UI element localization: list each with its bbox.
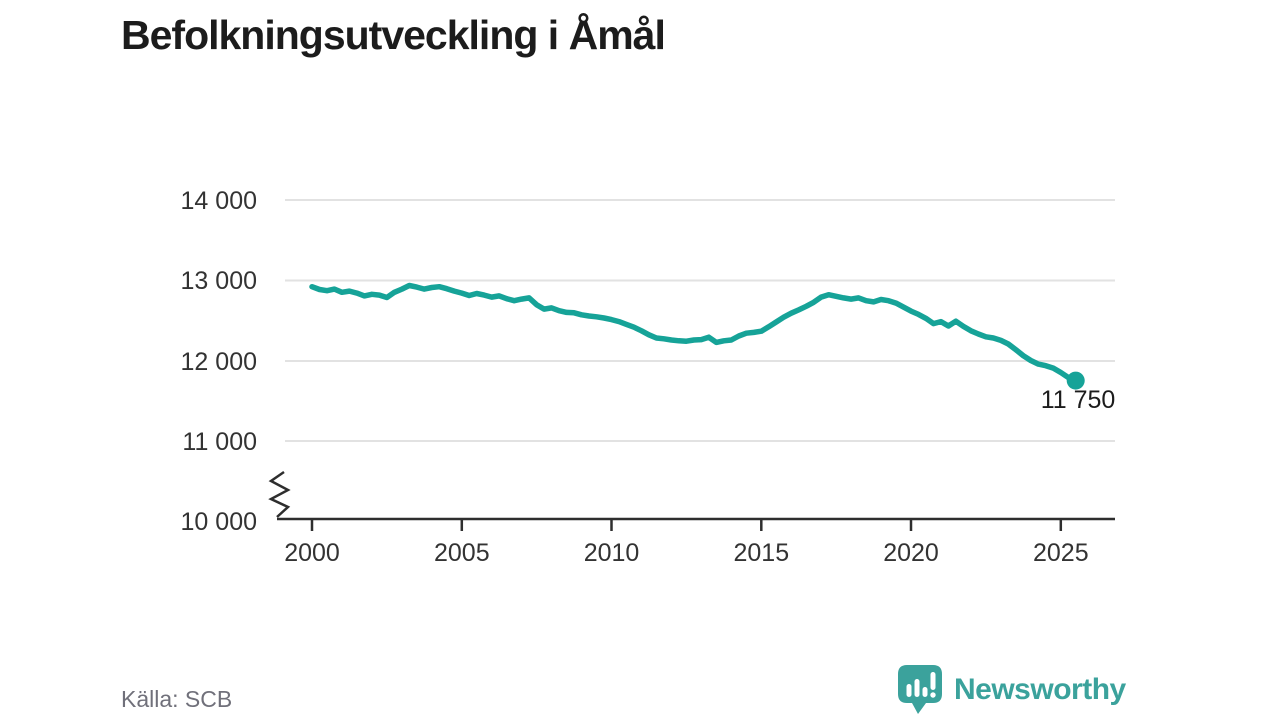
- population-line: [309, 282, 1079, 384]
- y-tick-label: 14 000: [181, 187, 257, 215]
- axis-break-icon: [268, 470, 291, 518]
- newsworthy-logo-text: Newsworthy: [954, 672, 1126, 706]
- x-axis-ticks: [310, 519, 1063, 531]
- bar-chart-speech-bubble-icon: [898, 665, 942, 714]
- y-axis-labels: 14 000 13 000 12 000 11 000 10 000: [181, 187, 257, 536]
- y-tick-label: 11 000: [182, 428, 257, 456]
- y-tick-label: 13 000: [181, 267, 257, 295]
- y-tick-label: 10 000: [181, 508, 257, 536]
- speech-bubble-shape: [898, 665, 942, 714]
- newsworthy-logo: Newsworthy: [896, 663, 1126, 716]
- bar-chart-glyph: [906, 672, 936, 698]
- x-tick-label: 2005: [434, 539, 490, 567]
- page-title: Befolkningsutveckling i Åmål: [121, 12, 666, 58]
- x-tick-label: 2010: [584, 539, 640, 567]
- y-tick-label: 12 000: [181, 348, 257, 376]
- source-label: Källa: SCB: [121, 686, 233, 712]
- x-tick-label: 2015: [733, 539, 789, 567]
- end-value-label: 11 750: [1041, 386, 1116, 414]
- x-tick-label: 2025: [1033, 539, 1089, 567]
- end-point-marker: [1066, 371, 1085, 390]
- x-tick-label: 2000: [284, 539, 340, 567]
- x-tick-label: 2020: [883, 539, 939, 567]
- gridlines: [285, 199, 1115, 442]
- x-axis-labels: 2000 2005 2010 2015 2020 2025: [284, 539, 1088, 567]
